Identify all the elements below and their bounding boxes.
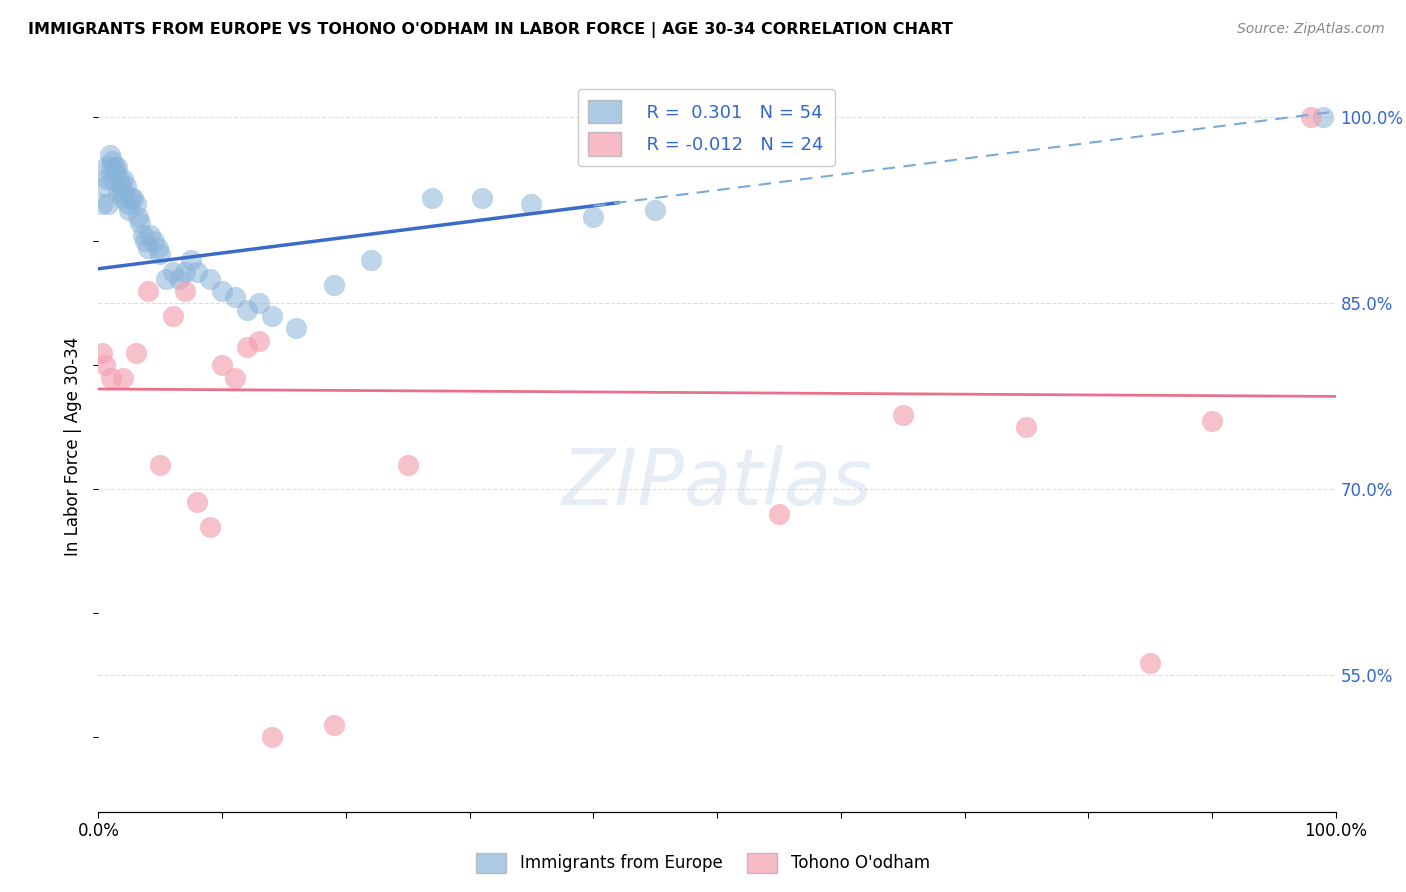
Point	[471, 191, 494, 205]
Point	[322, 277, 344, 292]
Point	[143, 235, 166, 249]
Point	[167, 271, 190, 285]
Point	[111, 191, 134, 205]
Point	[134, 235, 156, 249]
Legend: Immigrants from Europe, Tohono O'odham: Immigrants from Europe, Tohono O'odham	[470, 847, 936, 880]
Point	[422, 191, 444, 205]
Point	[768, 507, 790, 521]
Point	[96, 172, 118, 186]
Point	[112, 172, 135, 186]
Point	[224, 371, 246, 385]
Point	[322, 718, 344, 732]
Point	[155, 271, 177, 285]
Point	[97, 197, 120, 211]
Point	[146, 241, 169, 255]
Point	[110, 178, 132, 193]
Text: ZIPatlas: ZIPatlas	[561, 444, 873, 521]
Point	[186, 265, 208, 279]
Point	[1312, 111, 1334, 125]
Point	[120, 191, 142, 205]
Point	[129, 216, 152, 230]
Point	[396, 458, 419, 472]
Point	[224, 290, 246, 304]
Point	[139, 228, 162, 243]
Point	[136, 284, 159, 298]
Point	[186, 495, 208, 509]
Point	[124, 197, 146, 211]
Point	[1015, 420, 1038, 434]
Y-axis label: In Labor Force | Age 30-34: In Labor Force | Age 30-34	[65, 336, 83, 556]
Point	[103, 172, 125, 186]
Point	[107, 185, 129, 199]
Point	[91, 197, 114, 211]
Point	[360, 253, 382, 268]
Point	[644, 203, 666, 218]
Point	[104, 166, 127, 180]
Point	[103, 160, 125, 174]
Point	[198, 271, 221, 285]
Point	[891, 408, 914, 422]
Point	[132, 228, 155, 243]
Point	[174, 284, 197, 298]
Point	[211, 359, 233, 373]
Point	[93, 178, 115, 193]
Point	[247, 334, 270, 348]
Point	[1299, 111, 1322, 125]
Point	[94, 160, 117, 174]
Point	[100, 160, 122, 174]
Point	[211, 284, 233, 298]
Point	[180, 253, 202, 268]
Point	[101, 153, 124, 168]
Point	[162, 265, 184, 279]
Point	[100, 371, 122, 385]
Point	[108, 172, 131, 186]
Point	[112, 371, 135, 385]
Point	[117, 197, 139, 211]
Point	[118, 203, 141, 218]
Point	[127, 210, 149, 224]
Point	[162, 309, 184, 323]
Point	[198, 519, 221, 533]
Point	[112, 185, 135, 199]
Point	[285, 321, 308, 335]
Text: Source: ZipAtlas.com: Source: ZipAtlas.com	[1237, 22, 1385, 37]
Point	[93, 359, 115, 373]
Point	[98, 147, 121, 161]
Point	[1201, 414, 1223, 428]
Point	[520, 197, 543, 211]
Point	[1139, 656, 1161, 670]
Text: IMMIGRANTS FROM EUROPE VS TOHONO O'ODHAM IN LABOR FORCE | AGE 30-34 CORRELATION : IMMIGRANTS FROM EUROPE VS TOHONO O'ODHAM…	[28, 22, 953, 38]
Point	[91, 346, 114, 360]
Point	[236, 302, 259, 317]
Point	[136, 241, 159, 255]
Point	[247, 296, 270, 310]
Legend:   R =  0.301   N = 54,   R = -0.012   N = 24: R = 0.301 N = 54, R = -0.012 N = 24	[578, 89, 835, 167]
Point	[236, 340, 259, 354]
Point	[105, 160, 128, 174]
Point	[260, 731, 283, 745]
Point	[149, 458, 172, 472]
Point	[260, 309, 283, 323]
Point	[174, 265, 197, 279]
Point	[582, 210, 605, 224]
Point	[122, 191, 145, 205]
Point	[149, 247, 172, 261]
Point	[124, 346, 146, 360]
Point	[114, 178, 136, 193]
